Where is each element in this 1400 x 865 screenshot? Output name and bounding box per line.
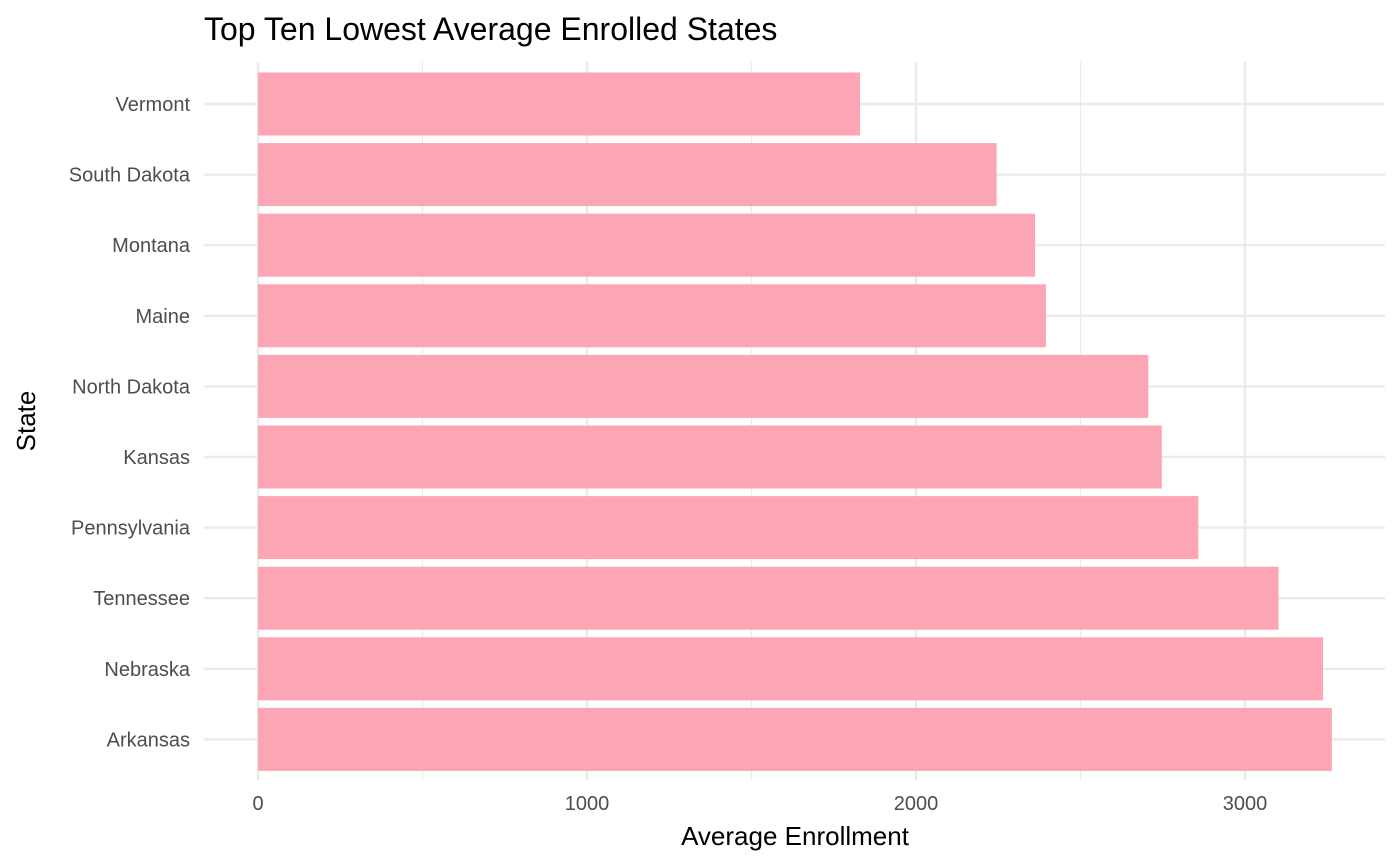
bars — [258, 72, 1332, 771]
y-tick-label: Tennessee — [93, 588, 190, 610]
chart-title: Top Ten Lowest Average Enrolled States — [204, 11, 777, 47]
x-tick-labels: 0 1000 2000 3000 — [252, 793, 1267, 815]
x-tick-label: 2000 — [894, 793, 939, 815]
y-tick-label: Vermont — [116, 94, 191, 116]
bar — [258, 213, 1036, 277]
bar — [258, 284, 1046, 348]
x-axis-title: Average Enrollment — [681, 821, 910, 851]
y-tick-label: Nebraska — [104, 659, 190, 681]
bar — [258, 707, 1332, 771]
x-tick-label: 1000 — [565, 793, 610, 815]
bar — [258, 143, 997, 207]
x-tick-label: 3000 — [1223, 793, 1268, 815]
y-tick-label: Maine — [136, 306, 190, 328]
x-tick-label: 0 — [252, 793, 263, 815]
y-tick-label: Kansas — [123, 447, 190, 469]
y-tick-label: Pennsylvania — [71, 518, 191, 540]
bar — [258, 637, 1323, 701]
bar — [258, 354, 1149, 418]
bar — [258, 425, 1162, 489]
y-tick-label: Arkansas — [107, 729, 190, 751]
bar — [258, 566, 1279, 630]
y-tick-label: North Dakota — [72, 376, 191, 398]
bar — [258, 496, 1199, 560]
bar — [258, 72, 861, 136]
y-tick-label: Montana — [112, 235, 191, 257]
y-axis-title: State — [11, 391, 41, 452]
y-tick-label: South Dakota — [69, 165, 191, 187]
y-tick-labels: Vermont South Dakota Montana Maine North Dak… — [69, 94, 191, 751]
